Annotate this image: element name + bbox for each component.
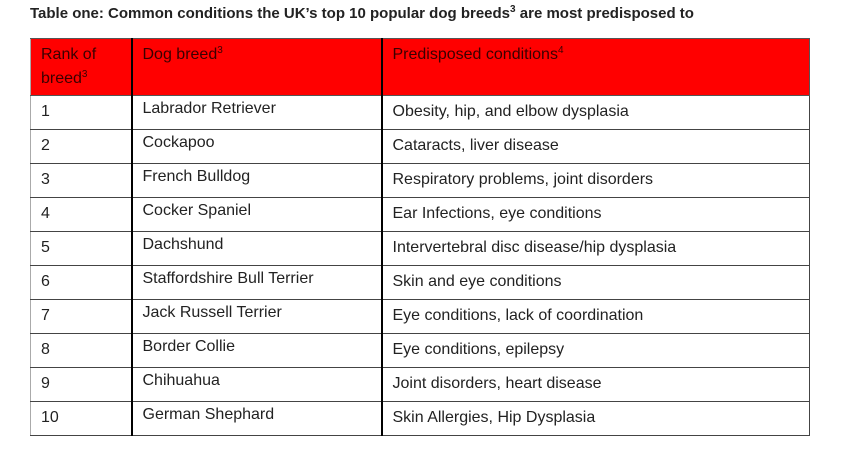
table-row: 9 Chihuahua Joint disorders, heart disease: [30, 367, 810, 402]
table-cell: Ear Infections, eye conditions: [380, 197, 810, 232]
table-cell: 8: [30, 333, 132, 368]
header-text: Rank of breed: [41, 46, 97, 87]
table-cell: 2: [30, 129, 132, 164]
table-cell: 9: [30, 367, 132, 402]
table-cell: Obesity, hip, and elbow dysplasia: [380, 95, 810, 130]
title-footnote: 3: [510, 4, 516, 15]
table-cell: Joint disorders, heart disease: [380, 367, 810, 402]
table-row: 8 Border Collie Eye conditions, epilepsy: [30, 333, 810, 368]
header-row: Rank of breed3 Dog breed3 Predisposed cond…: [30, 38, 810, 96]
header-cell: Rank of breed3: [30, 38, 132, 96]
table-cell: 6: [30, 265, 132, 300]
table-cell: Skin and eye conditions: [380, 265, 810, 300]
table-cell: Cockapoo: [130, 129, 382, 164]
table-cell: Eye conditions, epilepsy: [380, 333, 810, 368]
table-cell: Cocker Spaniel: [130, 197, 382, 232]
table-cell: Border Collie: [130, 333, 382, 368]
title-text: Table one: Common conditions the UK’s to…: [30, 5, 511, 22]
header-cell: Predisposed conditions4: [380, 38, 810, 96]
table-cell: 10: [30, 401, 132, 436]
table-row: 5 Dachshund Intervertebral disc disease/hi…: [30, 231, 810, 266]
table-cell: Intervertebral disc disease/hip dysplasi…: [380, 231, 810, 266]
table-cell: Eye conditions, lack of coordination: [380, 299, 810, 334]
header-footnote: 3: [81, 69, 88, 80]
table-cell: Staffordshire Bull Terrier: [130, 265, 382, 300]
table-cell: German Shephard: [130, 401, 382, 436]
table-cell: French Bulldog: [130, 163, 382, 198]
table-row: 4 Cocker Spaniel Ear Infections, eye condi…: [30, 197, 810, 232]
table-header: Rank of breed3 Dog breed3 Predisposed cond…: [30, 38, 810, 96]
table-row: 6 Staffordshire Bull Terrier Skin and eye …: [30, 265, 810, 300]
table-cell: Labrador Retriever: [130, 95, 382, 130]
table-row: 10 German Shephard Skin Allergies, Hip Dys…: [30, 401, 810, 436]
table-cell: Skin Allergies, Hip Dysplasia: [380, 401, 810, 436]
table-title: Table one: Common conditions the UK’s to…: [30, 4, 694, 23]
header-footnote: 3: [217, 45, 223, 56]
table-row: 1 Labrador Retriever Obesity, hip, and elb…: [30, 95, 810, 130]
table-cell: 3: [30, 163, 132, 198]
table-cell: Chihuahua: [130, 367, 382, 402]
table-cell: 4: [30, 197, 132, 232]
table-cell: 7: [30, 299, 132, 334]
breed-table: Rank of breed3 Dog breed3 Predisposed cond…: [30, 38, 810, 436]
table-cell: 5: [30, 231, 132, 266]
header-footnote: 4: [557, 45, 564, 56]
table-cell: 1: [30, 95, 132, 130]
header-text: Predisposed conditions: [392, 46, 558, 63]
table-cell: Dachshund: [130, 231, 382, 266]
header-cell: Dog breed3: [130, 38, 382, 96]
header-text: Dog breed: [142, 46, 218, 63]
table-cell: Respiratory problems, joint disorders: [380, 163, 810, 198]
table-cell: Cataracts, liver disease: [380, 129, 810, 164]
table-cell: Jack Russell Terrier: [130, 299, 382, 334]
title-text: are most predisposed to: [515, 5, 694, 22]
table-row: 2 Cockapoo Cataracts, liver disease: [30, 129, 810, 164]
table-row: 7 Jack Russell Terrier Eye conditions, lac…: [30, 299, 810, 334]
table-body: 1 Labrador Retriever Obesity, hip, and elb…: [30, 95, 810, 436]
table-row: 3 French Bulldog Respiratory problems, joi…: [30, 163, 810, 198]
